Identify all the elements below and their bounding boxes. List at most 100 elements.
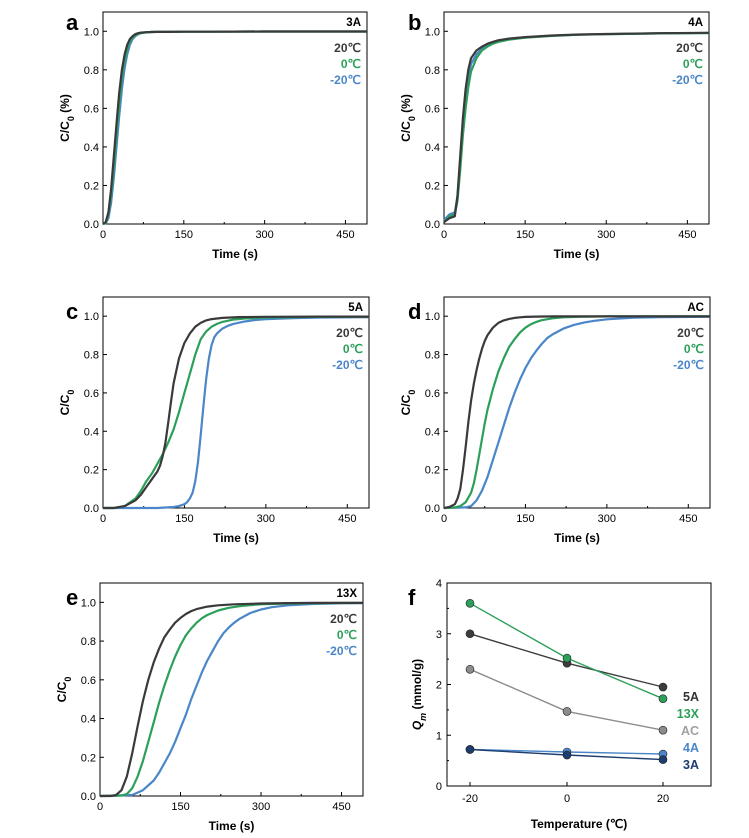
plot-frame	[443, 11, 710, 225]
series-line-0℃	[443, 31, 710, 223]
legend-entry: -20℃	[673, 358, 704, 372]
panel-c: c 0.0 0.2 0.4 0.6 0.8 1.0 0 150 300 450 5A 20℃ 0℃ -20℃…	[58, 296, 370, 545]
series-line-20℃	[100, 601, 363, 798]
x-axis-label: Time (s)	[554, 247, 600, 261]
x-tick-label: 0	[100, 229, 106, 241]
y-tick-label: 0.6	[84, 103, 99, 115]
x-tick-label: 150	[175, 513, 193, 525]
y-tick-label: 0.4	[81, 714, 96, 726]
plot-frame	[102, 296, 370, 509]
y-tick-label: 0.6	[425, 103, 440, 115]
panel-d: d 0.0 0.2 0.4 0.6 0.8 1.0 0 150 300 450 AC 20℃ 0℃ -20℃…	[399, 296, 711, 545]
y-tick-label: 0.4	[84, 142, 99, 154]
series-line--20℃	[99, 602, 364, 798]
y-tick-label: 1.0	[81, 597, 96, 609]
x-tick-label: 450	[338, 513, 356, 525]
series-line-0℃	[103, 315, 370, 510]
y-tick-label: 0.8	[81, 636, 96, 648]
x-tick-label: 450	[679, 513, 697, 525]
data-point-13X	[658, 694, 668, 704]
y-axis-label-group: C/C0	[58, 390, 76, 416]
legend-entry: 5A	[683, 690, 699, 704]
sample-label: 13X	[337, 588, 358, 600]
y-tick-label: 0.6	[84, 388, 99, 400]
data-point-3A	[562, 750, 572, 760]
y-axis-label-group: Qm (mmol/g)	[410, 659, 428, 730]
legend-entry: -20℃	[326, 644, 357, 658]
plot-frame	[443, 296, 711, 509]
y-tick-label: 1.0	[84, 26, 99, 38]
y-tick-label: 0.8	[84, 350, 99, 362]
y-tick-label: 0.6	[81, 675, 96, 687]
x-tick-label: 450	[332, 801, 350, 813]
legend-entry: 20℃	[677, 326, 704, 340]
y-tick-label: 0.2	[425, 180, 440, 192]
x-tick-label: 450	[678, 229, 696, 241]
plot-frame	[99, 582, 364, 797]
legend-entry: 0℃	[683, 57, 703, 71]
y-axis-label-group: C/C0 (%)	[399, 94, 417, 142]
data-point-AC	[658, 725, 668, 735]
y-tick-label: 0.6	[425, 388, 440, 400]
series-line--20℃	[103, 316, 370, 510]
legend-entry: 0℃	[343, 342, 363, 356]
x-tick-label: 150	[516, 229, 534, 241]
x-tick-label: 150	[516, 513, 534, 525]
panel-letter-a: a	[66, 10, 79, 35]
panel-b: b 0.0 0.2 0.4 0.6 0.8 1.0 0 150 300 450 4A 20℃ 0℃ -20℃…	[399, 10, 710, 261]
legend-entry: 0℃	[341, 57, 361, 71]
y-tick-label: 0	[436, 781, 442, 793]
y-tick-label: 0.4	[425, 142, 440, 154]
y-axis-label-group: C/C0	[399, 390, 417, 416]
legend-entry: 4A	[683, 741, 699, 755]
x-tick-label: 0	[100, 513, 106, 525]
x-tick-label: -20	[462, 793, 478, 805]
series-line-20℃	[443, 315, 710, 510]
y-axis-label: C/C0 (%)	[399, 94, 417, 142]
sample-label: 3A	[346, 17, 361, 29]
panel-f: f 0 1 2 3 4 -20 0 20 5A 13X AC 4A 3A Temperature (℃) Qm…	[408, 578, 712, 831]
y-axis-label: C/C0 (%)	[58, 94, 76, 142]
x-tick-label: 300	[598, 513, 616, 525]
y-axis-label: C/C0	[399, 390, 417, 416]
sample-label: 5A	[348, 302, 363, 314]
y-tick-label: 0.4	[425, 426, 440, 438]
series-line--20℃	[443, 315, 711, 510]
panel-letter-c: c	[66, 299, 78, 324]
series-line-0℃	[99, 601, 364, 798]
x-tick-label: 150	[171, 801, 189, 813]
data-point-3A	[658, 755, 668, 764]
x-axis-label: Time (s)	[209, 819, 255, 833]
y-axis-label: C/C0	[58, 390, 76, 416]
series-line-0℃	[102, 30, 367, 226]
x-axis-label: Time (s)	[554, 531, 600, 545]
panel-e: e 0.0 0.2 0.4 0.6 0.8 1.0 0 150 300 450 13X 20℃ 0℃ -20…	[55, 582, 364, 833]
y-axis-label-group: C/C0	[55, 677, 73, 703]
x-tick-label: 0	[441, 229, 447, 241]
x-axis-label: Time (s)	[213, 531, 259, 545]
panel-letter-f: f	[408, 585, 416, 610]
y-tick-label: 0.0	[425, 503, 440, 515]
series-line-20℃	[443, 31, 710, 223]
y-tick-label: 3	[436, 629, 442, 641]
y-tick-label: 0.0	[425, 219, 440, 231]
y-tick-label: 0.4	[84, 426, 99, 438]
x-tick-label: 0	[564, 793, 570, 805]
y-tick-label: 1	[436, 730, 442, 742]
y-tick-label: 1.0	[84, 311, 99, 323]
series-line-0℃	[443, 315, 710, 510]
data-point-13X	[465, 598, 475, 608]
series-line-20℃	[103, 315, 369, 510]
legend-entry: 20℃	[676, 41, 703, 55]
y-tick-label: 0.8	[84, 65, 99, 77]
legend-entry: 20℃	[334, 41, 361, 55]
y-tick-label: 2	[436, 680, 442, 692]
y-tick-label: 0.2	[425, 465, 440, 477]
x-tick-label: 150	[175, 229, 193, 241]
x-tick-label: 300	[257, 513, 275, 525]
plot-frame	[102, 11, 368, 225]
panel-a: a 0.0 0.2 0.4 0.6 0.8 1.0 0 150 300 450 3A 20℃ 0℃ -20℃…	[58, 10, 368, 261]
y-tick-label: 1.0	[425, 26, 440, 38]
legend-entry: 3A	[683, 758, 699, 772]
